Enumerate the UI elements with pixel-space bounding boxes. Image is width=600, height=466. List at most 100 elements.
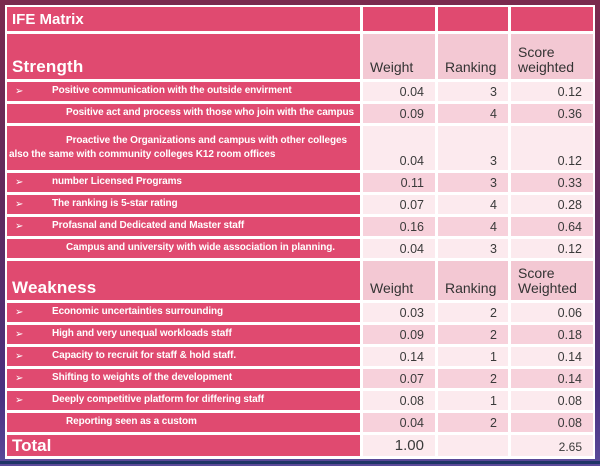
weight-cell: 0.04 — [363, 413, 435, 432]
ranking-cell: 4 — [438, 104, 508, 123]
ranking-cell: 2 — [438, 303, 508, 322]
title-row: IFE Matrix — [7, 7, 593, 31]
ranking-column-header: Ranking — [438, 34, 508, 79]
row-label-line2: also the same with community colleges K1… — [9, 149, 276, 160]
table-row: ➢ High and very unequal workloads staff 0… — [7, 325, 593, 344]
row-label: Deeply competitive platform for differin… — [52, 394, 264, 406]
bottom-border-line — [0, 461, 600, 464]
row-label: Reporting seen as a custom — [66, 416, 197, 428]
row-label-cell: ➢ Economic uncertainties surrounding — [7, 303, 360, 322]
ranking-cell: 1 — [438, 391, 508, 410]
row-label-cell: ➢ number Licensed Programs — [7, 173, 360, 192]
title-spacer-cell — [363, 7, 435, 31]
strength-header-row: Strength Weight Ranking Score weighted — [7, 34, 593, 79]
table-row: ➢ Capacity to recruit for staff & hold st… — [7, 347, 593, 366]
table-row: ➢ Profasnal and Dedicated and Master staf… — [7, 217, 593, 236]
score-cell: 0.36 — [511, 104, 593, 123]
row-label: Campus and university with wide associat… — [66, 242, 335, 254]
weight-column-header: Weight — [363, 34, 435, 79]
row-label: Positive act and process with those who … — [66, 107, 354, 119]
weakness-header-row: Weakness Weight Ranking Score Weighted — [7, 261, 593, 300]
ranking-cell: 2 — [438, 413, 508, 432]
row-label: Proactive the Organizations and campus w… — [66, 134, 347, 146]
arrow-bullet-icon: ➢ — [15, 85, 24, 97]
row-label-cell: ➢ The ranking is 5-star rating — [7, 195, 360, 214]
row-label-cell: Campus and university with wide associat… — [7, 239, 360, 258]
score-cell: 0.14 — [511, 347, 593, 366]
row-label: Shifting to weights of the development — [52, 372, 233, 384]
ranking-column-header: Ranking — [438, 261, 508, 300]
weight-cell: 0.16 — [363, 217, 435, 236]
score-cell: 0.06 — [511, 303, 593, 322]
row-label-cell: Proactive the Organizations and campus w… — [7, 126, 360, 170]
score-cell: 0.08 — [511, 391, 593, 410]
row-label-cell: ➢ Shifting to weights of the development — [7, 369, 360, 388]
row-label-cell: ➢ Deeply competitive platform for differi… — [7, 391, 360, 410]
score-cell: 0.12 — [511, 126, 593, 170]
arrow-bullet-icon: ➢ — [15, 394, 24, 406]
weight-cell: 0.07 — [363, 195, 435, 214]
weight-cell: 0.04 — [363, 239, 435, 258]
score-cell: 0.12 — [511, 82, 593, 101]
weight-cell: 0.04 — [363, 126, 435, 170]
row-label-cell: ➢ High and very unequal workloads staff — [7, 325, 360, 344]
arrow-bullet-icon: ➢ — [15, 350, 24, 362]
row-label: The ranking is 5-star rating — [52, 198, 178, 210]
arrow-bullet-icon: ➢ — [15, 198, 24, 210]
table-row: ➢ Deeply competitive platform for differi… — [7, 391, 593, 410]
score-cell: 0.64 — [511, 217, 593, 236]
ranking-cell: 3 — [438, 82, 508, 101]
total-weight-cell: 1.00 — [363, 435, 435, 456]
arrow-bullet-icon: ➢ — [15, 328, 24, 340]
row-label: Economic uncertainties surrounding — [52, 306, 224, 318]
table-row: Reporting seen as a custom 0.04 2 0.08 — [7, 413, 593, 432]
score-cell: 0.08 — [511, 413, 593, 432]
ranking-cell: 2 — [438, 325, 508, 344]
weight-cell: 0.11 — [363, 173, 435, 192]
strength-section-label: Strength — [7, 34, 360, 79]
ife-matrix-table: IFE Matrix Strength Weight Ranking Score… — [5, 5, 595, 459]
arrow-bullet-icon: ➢ — [15, 220, 24, 232]
arrow-bullet-icon: ➢ — [15, 176, 24, 188]
table-row: ➢ Economic uncertainties surrounding 0.03… — [7, 303, 593, 322]
weight-cell: 0.09 — [363, 104, 435, 123]
weight-cell: 0.14 — [363, 347, 435, 366]
row-label: Positive communication with the outside … — [52, 85, 292, 97]
arrow-bullet-icon: ➢ — [15, 372, 24, 384]
weight-cell: 0.07 — [363, 369, 435, 388]
row-label: Profasnal and Dedicated and Master staff — [52, 220, 245, 232]
table-row: Proactive the Organizations and campus w… — [7, 126, 593, 170]
weakness-section-label: Weakness — [7, 261, 360, 300]
score-cell: 0.33 — [511, 173, 593, 192]
ranking-cell: 4 — [438, 217, 508, 236]
ranking-cell: 2 — [438, 369, 508, 388]
total-label: Total — [7, 435, 360, 456]
weight-cell: 0.09 — [363, 325, 435, 344]
ranking-cell: 3 — [438, 239, 508, 258]
table-row: ➢ Shifting to weights of the development … — [7, 369, 593, 388]
row-label-cell: ➢ Profasnal and Dedicated and Master staf… — [7, 217, 360, 236]
ranking-cell: 4 — [438, 195, 508, 214]
row-label-cell: ➢ Positive communication with the outside… — [7, 82, 360, 101]
title-spacer-cell — [511, 7, 593, 31]
weight-cell: 0.04 — [363, 82, 435, 101]
weight-column-header: Weight — [363, 261, 435, 300]
title-spacer-cell — [438, 7, 508, 31]
row-label-cell: Reporting seen as a custom — [7, 413, 360, 432]
row-label: High and very unequal workloads staff — [52, 328, 232, 340]
score-cell: 0.14 — [511, 369, 593, 388]
weight-cell: 0.03 — [363, 303, 435, 322]
row-label: number Licensed Programs — [52, 176, 182, 188]
row-label-cell: Positive act and process with those who … — [7, 104, 360, 123]
page-title: IFE Matrix — [7, 7, 360, 31]
total-score-cell: 2.65 — [511, 435, 593, 456]
score-cell: 0.18 — [511, 325, 593, 344]
arrow-bullet-icon: ➢ — [15, 306, 24, 318]
table-row: Positive act and process with those who … — [7, 104, 593, 123]
score-cell: 0.28 — [511, 195, 593, 214]
table-row: ➢ The ranking is 5-star rating 0.07 4 0.2… — [7, 195, 593, 214]
row-label-cell: ➢ Capacity to recruit for staff & hold st… — [7, 347, 360, 366]
row-label: Capacity to recruit for staff & hold sta… — [52, 350, 237, 362]
weight-cell: 0.08 — [363, 391, 435, 410]
